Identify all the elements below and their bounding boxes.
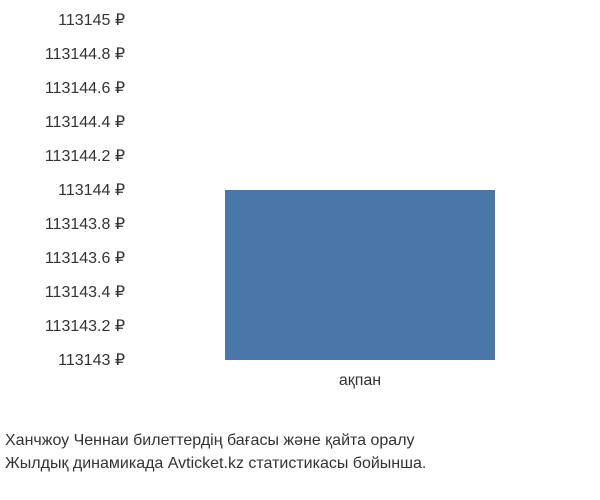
y-tick-label: 113144.4 ₽ bbox=[45, 112, 125, 132]
y-tick-label: 113144.2 ₽ bbox=[45, 146, 125, 166]
y-tick-label: 113143.4 ₽ bbox=[45, 282, 125, 302]
y-axis: 113145 ₽113144.8 ₽113144.6 ₽113144.4 ₽11… bbox=[0, 20, 130, 360]
y-tick-label: 113143.2 ₽ bbox=[45, 316, 125, 336]
x-tick-label: ақпан bbox=[310, 372, 410, 390]
price-chart: 113145 ₽ 113144.8 ₽ 113144.6 ₽ 113144.4 ₽ 11… bbox=[0, 0, 600, 500]
chart-caption: Ханчжоу Ченнаи билеттердің бағасы және қ… bbox=[5, 430, 426, 475]
plot-area bbox=[135, 20, 585, 360]
caption-line-1: Ханчжоу Ченнаи билеттердің бағасы және қ… bbox=[5, 430, 426, 452]
y-tick-label: 113144.8 ₽ bbox=[45, 44, 125, 64]
bar bbox=[225, 190, 495, 360]
y-tick-label: 113143.8 ₽ bbox=[45, 214, 125, 234]
y-tick-label: 113144 ₽ bbox=[58, 180, 125, 200]
y-tick-label: 113144.6 ₽ bbox=[45, 78, 125, 98]
caption-line-2: Жылдық динамикада Avticket.kz статистика… bbox=[5, 453, 426, 475]
y-tick-label: 113145 ₽ bbox=[58, 10, 125, 30]
y-tick-label: 113143.6 ₽ bbox=[45, 248, 125, 268]
y-tick-label: 113143 ₽ bbox=[58, 350, 125, 370]
